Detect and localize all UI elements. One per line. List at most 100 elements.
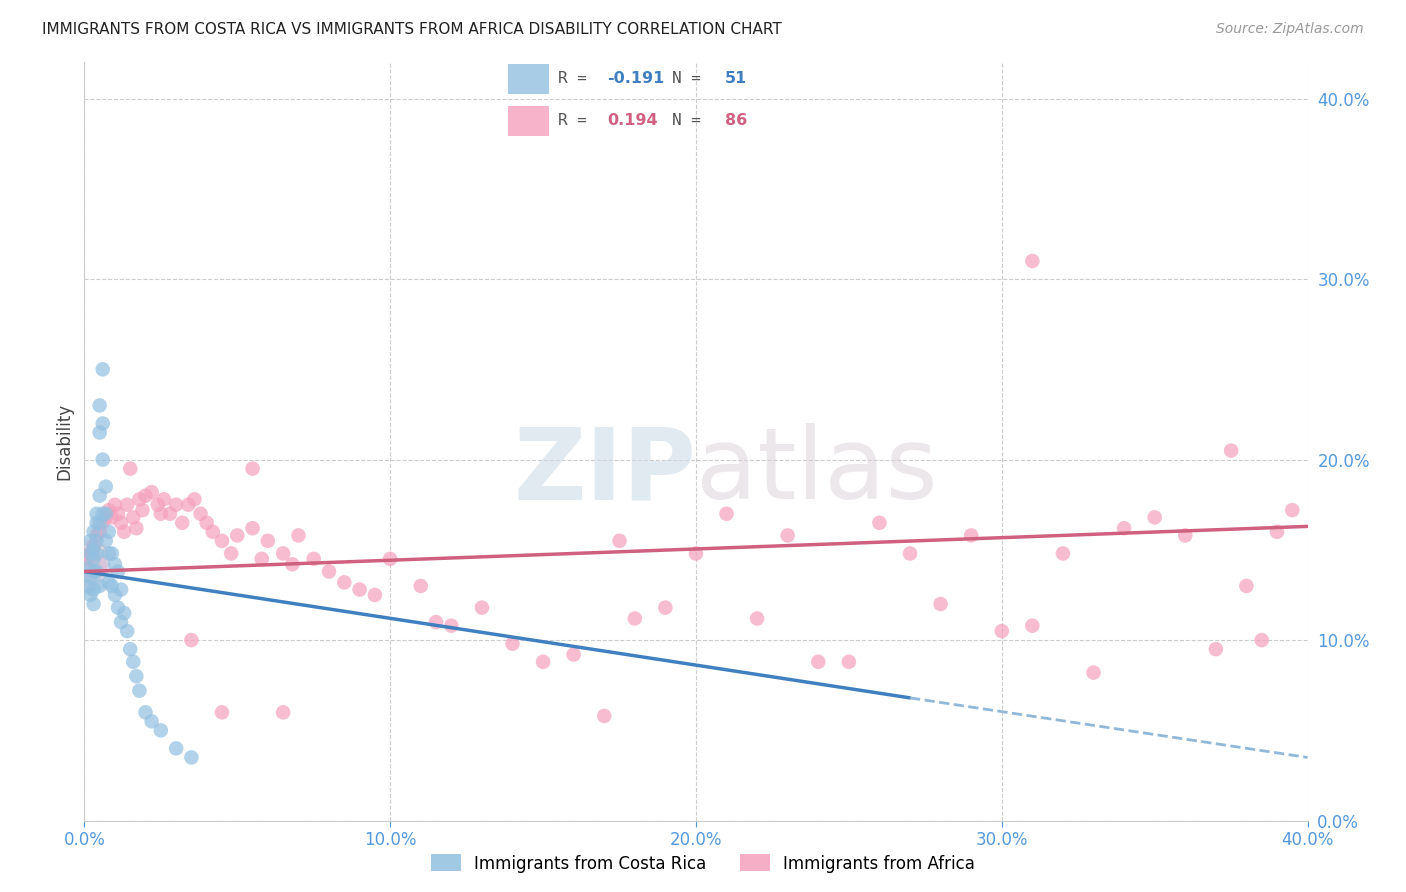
Point bbox=[440, 618, 463, 632]
Point bbox=[1083, 665, 1105, 680]
Point bbox=[91, 362, 114, 376]
Point bbox=[159, 507, 181, 521]
Point bbox=[86, 565, 108, 579]
Point bbox=[104, 558, 127, 572]
Point bbox=[165, 498, 187, 512]
Point bbox=[1174, 528, 1197, 542]
Text: R =: R = bbox=[558, 71, 596, 87]
Point bbox=[83, 597, 105, 611]
Point bbox=[333, 575, 356, 590]
Point bbox=[195, 516, 218, 530]
Point bbox=[107, 600, 129, 615]
Point bbox=[101, 546, 124, 560]
Point bbox=[869, 516, 891, 530]
Point bbox=[201, 524, 224, 539]
Point bbox=[131, 503, 153, 517]
Point bbox=[79, 546, 101, 560]
Point bbox=[302, 552, 325, 566]
Text: Source: ZipAtlas.com: Source: ZipAtlas.com bbox=[1216, 22, 1364, 37]
Text: R =: R = bbox=[558, 113, 596, 128]
Point bbox=[76, 565, 98, 579]
Point bbox=[624, 611, 647, 625]
Text: 51: 51 bbox=[725, 71, 747, 87]
Point bbox=[94, 507, 117, 521]
Point bbox=[502, 637, 524, 651]
Point bbox=[91, 452, 114, 467]
Point bbox=[991, 624, 1014, 639]
Point bbox=[716, 507, 738, 521]
Point bbox=[110, 582, 132, 597]
Point bbox=[219, 546, 242, 560]
Text: IMMIGRANTS FROM COSTA RICA VS IMMIGRANTS FROM AFRICA DISABILITY CORRELATION CHAR: IMMIGRANTS FROM COSTA RICA VS IMMIGRANTS… bbox=[42, 22, 782, 37]
Point bbox=[86, 528, 108, 542]
Point bbox=[89, 425, 111, 440]
Point bbox=[1021, 618, 1043, 632]
Point bbox=[1052, 546, 1074, 560]
Point bbox=[97, 546, 120, 560]
Point bbox=[654, 600, 676, 615]
Point bbox=[83, 542, 105, 557]
Point bbox=[776, 528, 799, 542]
Point bbox=[1021, 254, 1043, 268]
Point bbox=[128, 683, 150, 698]
Point bbox=[110, 615, 132, 629]
Point bbox=[250, 552, 273, 566]
Point bbox=[180, 750, 202, 764]
Point bbox=[898, 546, 921, 560]
Point bbox=[287, 528, 309, 542]
Point bbox=[104, 498, 127, 512]
Point bbox=[364, 588, 387, 602]
Point bbox=[425, 615, 447, 629]
Point bbox=[83, 552, 105, 566]
Point bbox=[593, 709, 616, 723]
Point bbox=[242, 461, 264, 475]
Point bbox=[135, 706, 157, 720]
Point bbox=[172, 516, 194, 530]
Point bbox=[685, 546, 707, 560]
Point bbox=[104, 588, 127, 602]
Point bbox=[79, 546, 101, 560]
Point bbox=[1143, 510, 1166, 524]
Point bbox=[1236, 579, 1258, 593]
Point bbox=[97, 503, 120, 517]
Point bbox=[83, 524, 105, 539]
Text: N =: N = bbox=[672, 113, 711, 128]
Point bbox=[1281, 503, 1303, 517]
Point bbox=[112, 606, 135, 620]
Legend: Immigrants from Costa Rica, Immigrants from Africa: Immigrants from Costa Rica, Immigrants f… bbox=[425, 847, 981, 880]
Point bbox=[101, 579, 124, 593]
Point bbox=[960, 528, 983, 542]
Point bbox=[141, 485, 163, 500]
Point bbox=[89, 579, 111, 593]
Point bbox=[94, 510, 117, 524]
Point bbox=[115, 498, 138, 512]
Point bbox=[83, 582, 105, 597]
Point bbox=[211, 533, 233, 548]
Text: 86: 86 bbox=[725, 113, 747, 128]
Point bbox=[1220, 443, 1243, 458]
Text: N =: N = bbox=[672, 71, 711, 87]
Point bbox=[112, 524, 135, 539]
Point bbox=[838, 655, 860, 669]
Point bbox=[97, 524, 120, 539]
Point bbox=[1250, 633, 1272, 648]
Point bbox=[146, 498, 169, 512]
Point bbox=[122, 510, 145, 524]
Point bbox=[226, 528, 249, 542]
Y-axis label: Disability: Disability bbox=[55, 403, 73, 480]
Point bbox=[110, 516, 132, 530]
Point bbox=[471, 600, 494, 615]
Point bbox=[183, 492, 205, 507]
Point bbox=[83, 539, 105, 553]
Point bbox=[94, 480, 117, 494]
Point bbox=[128, 492, 150, 507]
Point bbox=[86, 533, 108, 548]
Point bbox=[79, 588, 101, 602]
Point bbox=[89, 516, 111, 530]
Point bbox=[318, 565, 340, 579]
Text: atlas: atlas bbox=[696, 424, 938, 520]
Point bbox=[1265, 524, 1288, 539]
Point bbox=[83, 565, 105, 579]
Point bbox=[125, 521, 148, 535]
Point bbox=[91, 516, 114, 530]
